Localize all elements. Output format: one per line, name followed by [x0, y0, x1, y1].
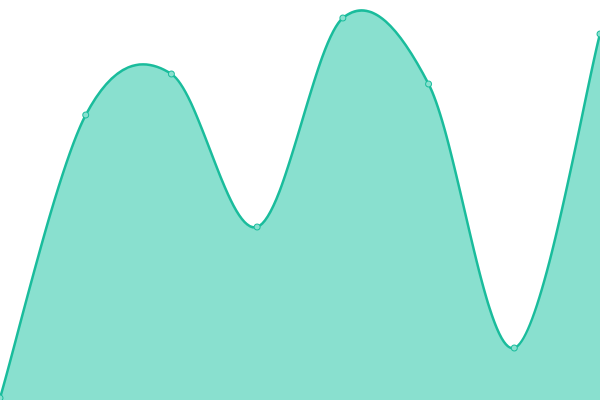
area — [0, 10, 600, 400]
point — [167, 70, 175, 78]
point — [425, 80, 433, 88]
point — [82, 111, 90, 119]
point — [339, 14, 347, 22]
point — [0, 394, 4, 400]
point — [253, 223, 261, 231]
point — [596, 30, 600, 38]
point — [510, 344, 518, 352]
